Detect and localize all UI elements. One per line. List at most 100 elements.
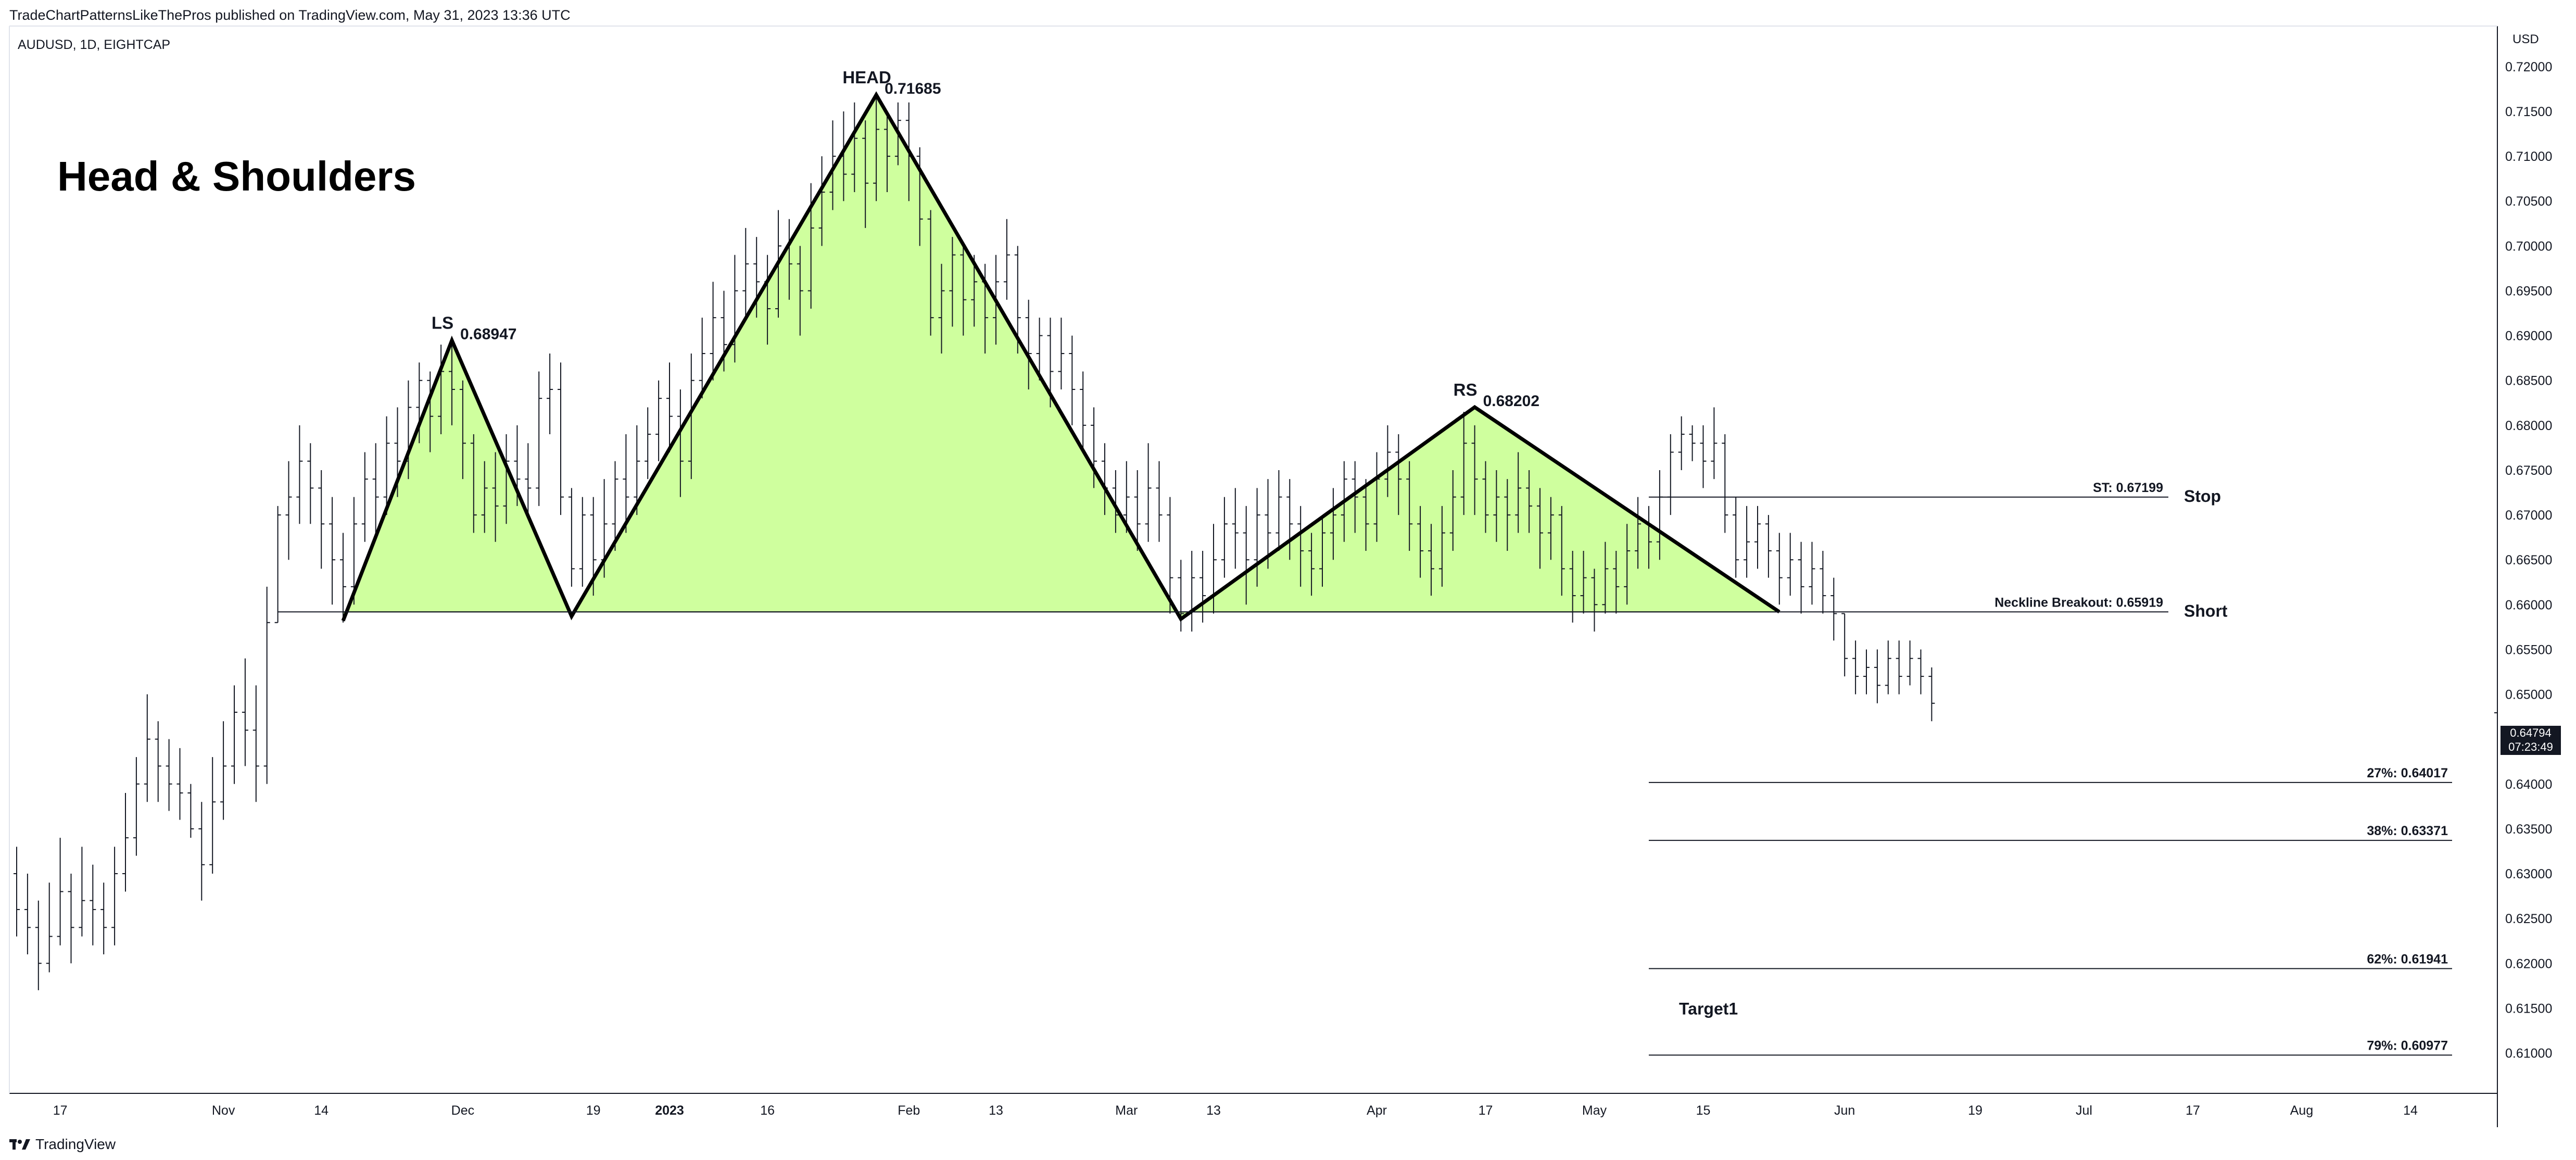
ohlc-bar [459,380,466,480]
ohlc-bar [579,497,586,587]
ohlc-bar [1417,506,1424,578]
ohlc-bar [916,147,923,246]
ohlc-bar [1482,461,1489,533]
ohlc-bar [1667,434,1674,515]
ohlc-bar [307,443,314,524]
ohlc-bar [1460,412,1467,515]
annotation-layer: Neckline Breakout: 0.65919 Short ST: 0.671… [57,68,2448,1053]
currency-label[interactable]: USD [2512,32,2539,46]
ohlc-bar [1787,533,1794,596]
ohlc-bar [1602,541,1609,614]
y-tick-label: 0.63500 [2505,822,2552,837]
ohlc-bar [90,864,96,945]
ohlc-bar [1820,550,1826,614]
ohlc-bar [1591,569,1598,632]
ohlc-bar [1613,550,1620,614]
ohlc-bar [503,434,510,524]
ohlc-bar [1395,434,1402,515]
ohlc-bar [1134,470,1141,551]
ohlc-bar [1058,318,1065,389]
ohlc-bar [1493,470,1500,542]
ohlc-bar [742,228,749,318]
x-tick-label: 13 [989,1103,1003,1118]
ohlc-bar [198,802,205,901]
x-tick-label: 19 [586,1103,601,1118]
ohlc-bar [68,874,74,964]
ohlc-bar [568,488,575,587]
ohlc-bar [155,721,161,802]
y-tick-label: 0.63000 [2505,867,2552,881]
chart-title: Head & Shoulders [57,153,416,199]
ohlc-bar [710,282,716,381]
y-tick-label: 0.72000 [2505,60,2552,74]
ohlc-bar [1733,497,1739,578]
ohlc-bar [949,237,956,327]
x-tick-label: 13 [1206,1103,1221,1118]
ohlc-bar [623,434,629,533]
ohlc-bar [1167,497,1173,614]
ohlc-bar [1917,649,1924,695]
ohlc-bar [1276,470,1282,551]
x-tick-label: Jun [1834,1103,1855,1118]
ohlc-bar [1765,515,1772,578]
ohlc-bar [1406,461,1413,551]
pattern-outline [341,91,1781,622]
ohlc-bar [1504,479,1511,551]
x-tick-label: Apr [1367,1103,1387,1118]
ohlc-bar [427,371,434,452]
ohlc-bar [263,586,270,784]
x-tick-label: 17 [1479,1103,1493,1118]
ohlc-bar [285,461,292,560]
ohlc-bar [1080,371,1087,452]
y-tick-label: 0.68000 [2505,419,2552,433]
ohlc-bar [1624,524,1631,605]
ohlc-bar [1199,550,1206,623]
ohlc-bar [1449,470,1456,551]
ohlc-bar [655,380,662,461]
tradingview-brand[interactable]: TradingView [9,1136,116,1153]
ohlc-bar [372,443,379,533]
symbol-legend[interactable]: AUDUSD, 1D, EIGHTCAP [18,37,171,52]
ohlc-bar [1265,479,1271,569]
ohlc-bar [1635,497,1641,569]
ohlc-bar [100,882,107,955]
ohlc-bar [1221,497,1228,578]
published-caption: TradeChartPatternsLikeThePros published … [9,7,571,23]
ohlc-bar [1319,515,1325,587]
ohlc-bar [1297,506,1304,587]
ohlc-bar [449,340,455,425]
x-tick-label: Jul [2076,1103,2092,1118]
ohlc-bar [862,120,869,228]
y-tick-label: 0.70500 [2505,194,2552,209]
target-level-label: 62%: 0.61941 [2367,952,2448,966]
last-price-tag[interactable]: 0.64794 07:23:49 [2501,726,2561,755]
ohlc-bar [144,694,150,802]
ohlc-bar [1537,488,1543,569]
ohlc-bar [1711,407,1718,480]
ohlc-bar [938,263,945,354]
ohlc-bar [1025,299,1032,389]
ohlc-bar [688,354,694,480]
y-tick-label: 0.64000 [2505,777,2552,792]
pattern-area [343,95,1779,621]
ohlc-bar [797,246,803,336]
ohlc-bar [176,748,183,820]
ohlc-bar [1189,550,1195,632]
y-tick-label: 0.66000 [2505,598,2552,612]
peak-label: RS [1454,380,1478,399]
stop-label: Stop [2184,487,2221,506]
ohlc-bar [1754,506,1761,569]
y-tick-label: 0.67000 [2505,508,2552,523]
y-tick-label: 0.71500 [2505,105,2552,119]
ohlc-bar [1547,497,1554,560]
ohlc-bar [1722,434,1728,533]
ohlc-bar [416,362,423,444]
ohlc-bar [960,246,967,336]
ohlc-bar [1232,488,1239,569]
ohlc-bar [1841,613,1848,677]
ohlc-bar [1744,506,1750,578]
target-level-label: 38%: 0.63371 [2367,824,2448,838]
y-tick-label: 0.69500 [2505,284,2552,298]
ohlc-bar [1330,488,1336,560]
